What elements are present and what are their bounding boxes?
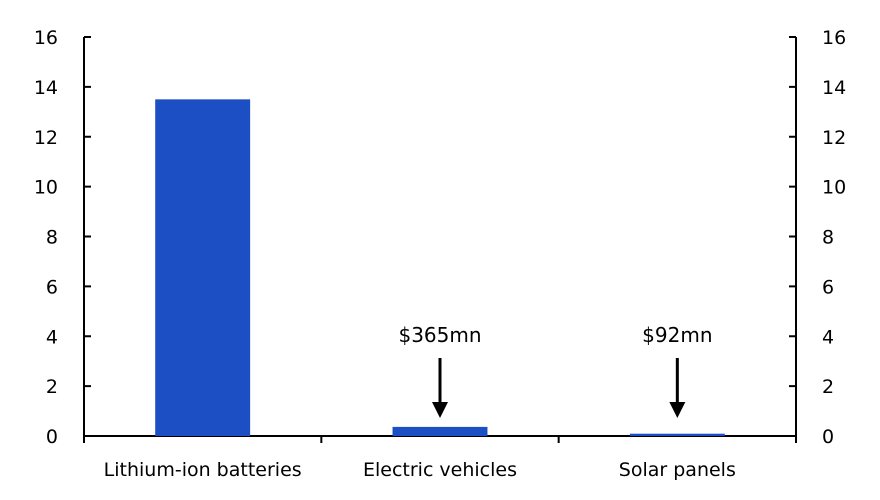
left-y-tick-label: 4 xyxy=(46,326,58,348)
category-label: Electric vehicles xyxy=(363,459,517,481)
bar xyxy=(629,433,725,436)
right-y-tick-label: 2 xyxy=(822,376,834,398)
annotation-label: $365mn xyxy=(398,323,481,347)
left-y-tick-label: 8 xyxy=(46,227,58,249)
category-label: Solar panels xyxy=(619,459,736,481)
annotation-label: $92mn xyxy=(642,323,712,347)
left-y-tick-label: 14 xyxy=(34,77,58,99)
annotations: $365mn $92mn xyxy=(398,323,713,418)
left-y-axis: 0 2 4 6 8 10 12 14 16 xyxy=(34,27,91,448)
right-y-tick-label: 0 xyxy=(822,426,834,448)
arrowhead-icon xyxy=(669,402,686,418)
right-y-tick-label: 14 xyxy=(822,77,846,99)
right-y-tick-label: 12 xyxy=(822,127,846,149)
right-y-tick-label: 6 xyxy=(822,276,834,298)
right-y-tick-label: 16 xyxy=(822,27,846,49)
arrowhead-icon xyxy=(432,402,448,418)
left-y-tick-label: 0 xyxy=(46,426,58,448)
bar xyxy=(392,426,488,436)
left-y-tick-label: 6 xyxy=(46,276,58,298)
right-y-tick-label: 4 xyxy=(822,326,834,348)
left-y-tick-label: 16 xyxy=(34,27,58,49)
right-y-tick-label: 8 xyxy=(822,227,834,249)
category-label: Lithium-ion batteries xyxy=(104,459,302,481)
right-y-tick-label: 10 xyxy=(822,177,846,199)
bar xyxy=(155,99,251,436)
left-y-tick-label: 2 xyxy=(46,376,58,398)
category-labels: Lithium-ion batteries Electric vehicles So… xyxy=(104,459,736,481)
right-y-axis: 0 2 4 6 8 10 12 14 16 xyxy=(789,27,846,448)
left-y-tick-label: 10 xyxy=(34,177,58,199)
left-y-tick-label: 12 xyxy=(34,127,58,149)
bars xyxy=(155,99,725,436)
